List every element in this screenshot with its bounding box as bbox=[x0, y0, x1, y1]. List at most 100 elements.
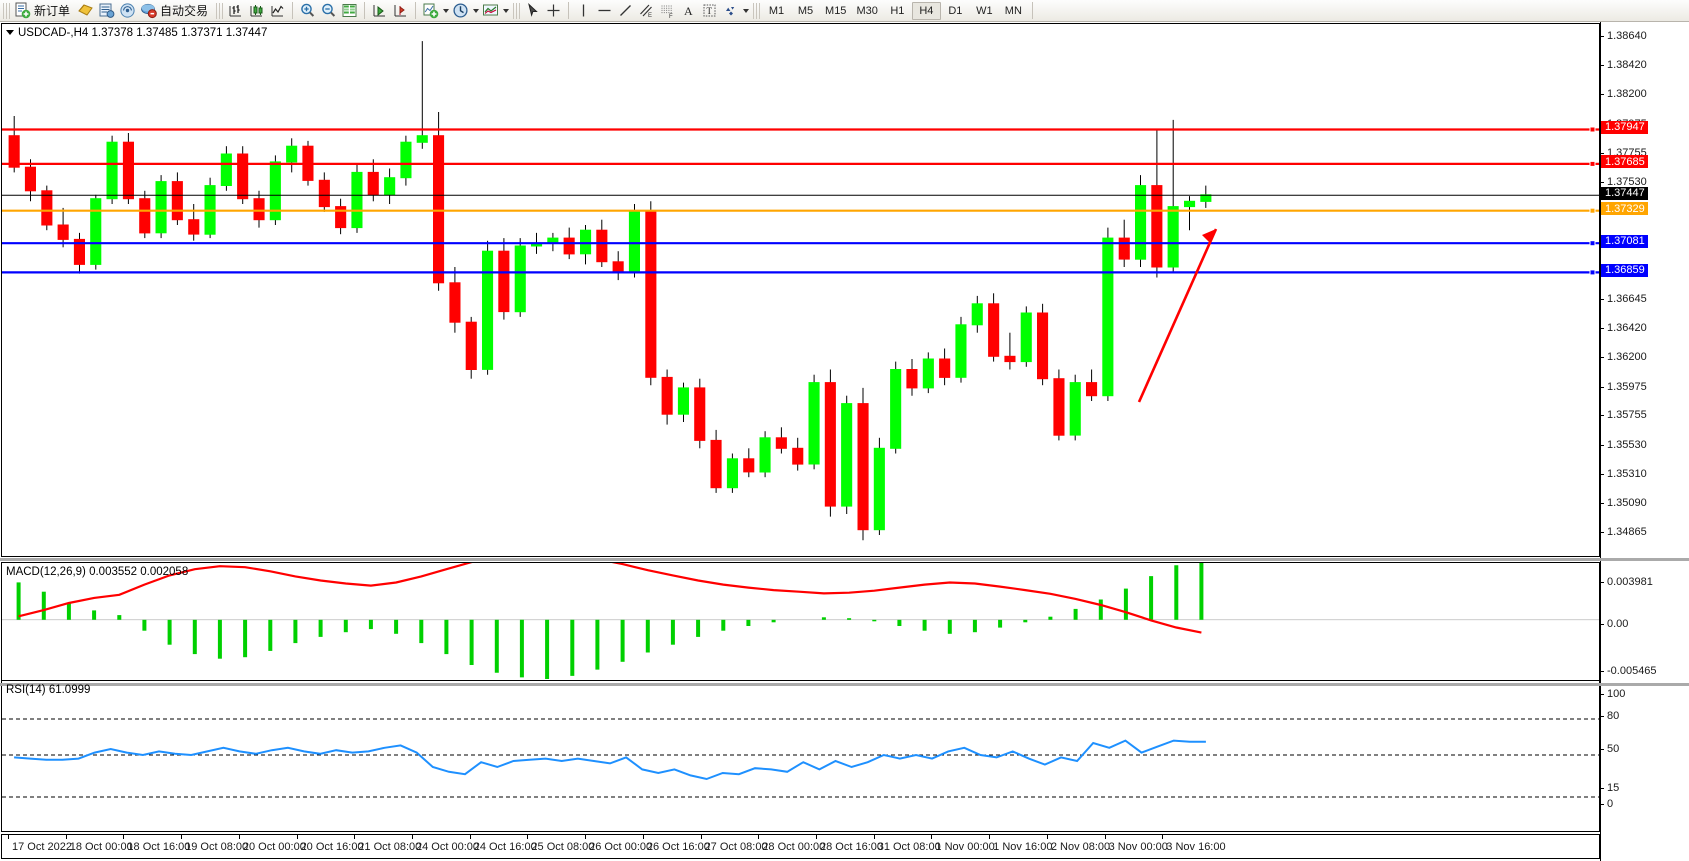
rsi-series bbox=[2, 718, 1599, 798]
shapes-chevron-down-icon[interactable] bbox=[741, 1, 750, 20]
equidistant-channel-icon[interactable]: E bbox=[636, 1, 657, 20]
cursor-icon[interactable] bbox=[522, 1, 543, 20]
text-label-icon[interactable]: T bbox=[699, 1, 720, 20]
price-level-badge-support[interactable]: 1.36859 bbox=[1601, 263, 1648, 277]
toolbar-grip-3[interactable] bbox=[513, 2, 521, 19]
vertical-line-icon[interactable] bbox=[573, 1, 594, 20]
time-tick-mark bbox=[585, 835, 587, 839]
time-axis[interactable]: 17 Oct 2022 18 Oct 00:00 18 Oct 16:00 19 Oc… bbox=[1, 834, 1600, 859]
toolbar-grip[interactable] bbox=[3, 2, 10, 19]
timeframe-h1[interactable]: H1 bbox=[890, 4, 905, 17]
time-tick: 1 Nov 00:00 bbox=[935, 841, 995, 853]
macd-series bbox=[2, 563, 1599, 679]
zoom-in-icon[interactable] bbox=[297, 1, 318, 20]
price-level-badge-current-price[interactable]: 1.37447 bbox=[1601, 186, 1648, 200]
autotrading-label[interactable]: 自动交易 bbox=[160, 4, 209, 18]
fibonacci-icon[interactable]: F bbox=[657, 1, 678, 20]
panel-splitter-1[interactable] bbox=[0, 558, 1689, 561]
time-tick-mark bbox=[527, 835, 529, 839]
market-watch-icon[interactable] bbox=[96, 1, 117, 20]
toolbar-separator-3 bbox=[415, 2, 417, 19]
timeframe-d1[interactable]: D1 bbox=[948, 4, 963, 17]
time-tick: 25 Oct 08:00 bbox=[531, 841, 595, 853]
time-tick: 31 Oct 08:00 bbox=[877, 841, 941, 853]
price-level-badge-resistance[interactable]: 1.37947 bbox=[1601, 120, 1648, 134]
templates-chevron-down-icon[interactable] bbox=[501, 1, 510, 20]
time-tick: 28 Oct 16:00 bbox=[820, 841, 883, 853]
time-tick: 19 Oct 08:00 bbox=[185, 841, 249, 853]
time-tick-mark bbox=[642, 835, 644, 839]
new-order-label[interactable]: 新订单 bbox=[34, 4, 71, 18]
toolbar-grip-4[interactable] bbox=[753, 2, 761, 19]
time-tick: 18 Oct 00:00 bbox=[69, 841, 133, 853]
crosshair-icon[interactable] bbox=[543, 1, 564, 20]
add-indicator-chevron-down-icon[interactable] bbox=[441, 1, 450, 20]
time-tick: 18 Oct 16:00 bbox=[127, 841, 191, 853]
time-tick: 27 Oct 08:00 bbox=[704, 841, 768, 853]
toolbar-separator-4 bbox=[568, 2, 570, 19]
shapes-icon[interactable] bbox=[720, 1, 741, 20]
data-window-icon[interactable] bbox=[339, 1, 360, 20]
period-chevron-down-icon[interactable] bbox=[471, 1, 480, 20]
time-tick-mark bbox=[412, 835, 413, 839]
time-tick-mark bbox=[123, 835, 125, 839]
price-axis[interactable]: 1.386401.384201.382001.379751.377551.375… bbox=[1600, 22, 1689, 861]
svg-text:F: F bbox=[669, 14, 673, 19]
time-tick: 1 Nov 16:00 bbox=[993, 841, 1053, 853]
time-tick-mark bbox=[354, 835, 356, 839]
time-tick: 3 Nov 00:00 bbox=[1108, 841, 1168, 853]
time-tick: 28 Oct 00:00 bbox=[762, 841, 826, 853]
chart-menu-caret-icon[interactable] bbox=[6, 30, 14, 35]
text-icon[interactable]: A bbox=[678, 1, 699, 20]
timeframe-m30[interactable]: M30 bbox=[856, 4, 878, 17]
add-indicator-icon[interactable] bbox=[420, 1, 441, 20]
price-level-badge-resistance[interactable]: 1.37685 bbox=[1601, 155, 1648, 169]
main-toolbar: 新订单 bbox=[0, 0, 1689, 22]
price-chart-panel[interactable] bbox=[1, 23, 1600, 557]
rsi-panel[interactable] bbox=[1, 680, 1600, 832]
zoom-out-icon[interactable] bbox=[318, 1, 339, 20]
price-level-badge-support[interactable]: 1.37081 bbox=[1601, 234, 1648, 248]
time-tick: 26 Oct 16:00 bbox=[646, 841, 710, 853]
line-chart-icon[interactable] bbox=[267, 1, 288, 20]
price-level-badge-pivot[interactable]: 1.37329 bbox=[1601, 202, 1648, 216]
time-tick-mark bbox=[1046, 835, 1048, 839]
templates-icon[interactable] bbox=[480, 1, 501, 20]
time-tick-mark bbox=[700, 835, 702, 839]
time-tick: 20 Oct 16:00 bbox=[300, 841, 364, 853]
candlestick-chart-icon[interactable] bbox=[246, 1, 267, 20]
timeframe-m1[interactable]: M1 bbox=[768, 4, 785, 17]
time-tick-mark bbox=[238, 835, 240, 839]
timeframe-h4[interactable]: H4 bbox=[911, 1, 941, 20]
panel-splitter-2[interactable] bbox=[0, 683, 1689, 686]
timeframe-m5[interactable]: M5 bbox=[797, 4, 814, 17]
autotrading-icon[interactable] bbox=[138, 1, 159, 20]
signals-icon[interactable] bbox=[117, 1, 138, 20]
macd-panel[interactable] bbox=[1, 562, 1600, 682]
bar-chart-icon[interactable] bbox=[225, 1, 246, 20]
time-tick-mark bbox=[816, 835, 817, 839]
new-order-icon[interactable] bbox=[12, 1, 33, 20]
timeframe-m15[interactable]: M15 bbox=[825, 4, 847, 17]
time-tick: 24 Oct 16:00 bbox=[473, 841, 537, 853]
timeframe-mn[interactable]: MN bbox=[1004, 4, 1022, 17]
symbol-ohlc-text: USDCAD-,H4 1.37378 1.37485 1.37371 1.374… bbox=[18, 27, 268, 39]
horizontal-line-icon[interactable] bbox=[594, 1, 615, 20]
pending-order-icon[interactable] bbox=[75, 1, 96, 20]
chart-symbol-label: USDCAD-,H4 1.37378 1.37485 1.37371 1.374… bbox=[6, 27, 267, 39]
time-tick-mark bbox=[1162, 835, 1164, 839]
rsi-label: RSI(14) 61.0999 bbox=[6, 684, 91, 696]
chart-workspace[interactable]: USDCAD-,H4 1.37378 1.37485 1.37371 1.374… bbox=[0, 22, 1689, 861]
toolbar-separator-5 bbox=[1031, 2, 1033, 19]
toolbar-separator-2 bbox=[364, 2, 366, 19]
time-tick-mark bbox=[65, 835, 67, 839]
time-tick: 20 Oct 00:00 bbox=[242, 841, 306, 853]
trendline-icon[interactable] bbox=[615, 1, 636, 20]
timeframe-w1[interactable]: W1 bbox=[976, 4, 993, 17]
chart-shift-icon[interactable] bbox=[390, 1, 411, 20]
period-icon[interactable] bbox=[450, 1, 471, 20]
time-tick: 17 Oct 2022 bbox=[12, 841, 72, 853]
auto-scroll-icon[interactable] bbox=[369, 1, 390, 20]
toolbar-grip-2[interactable] bbox=[216, 2, 224, 19]
